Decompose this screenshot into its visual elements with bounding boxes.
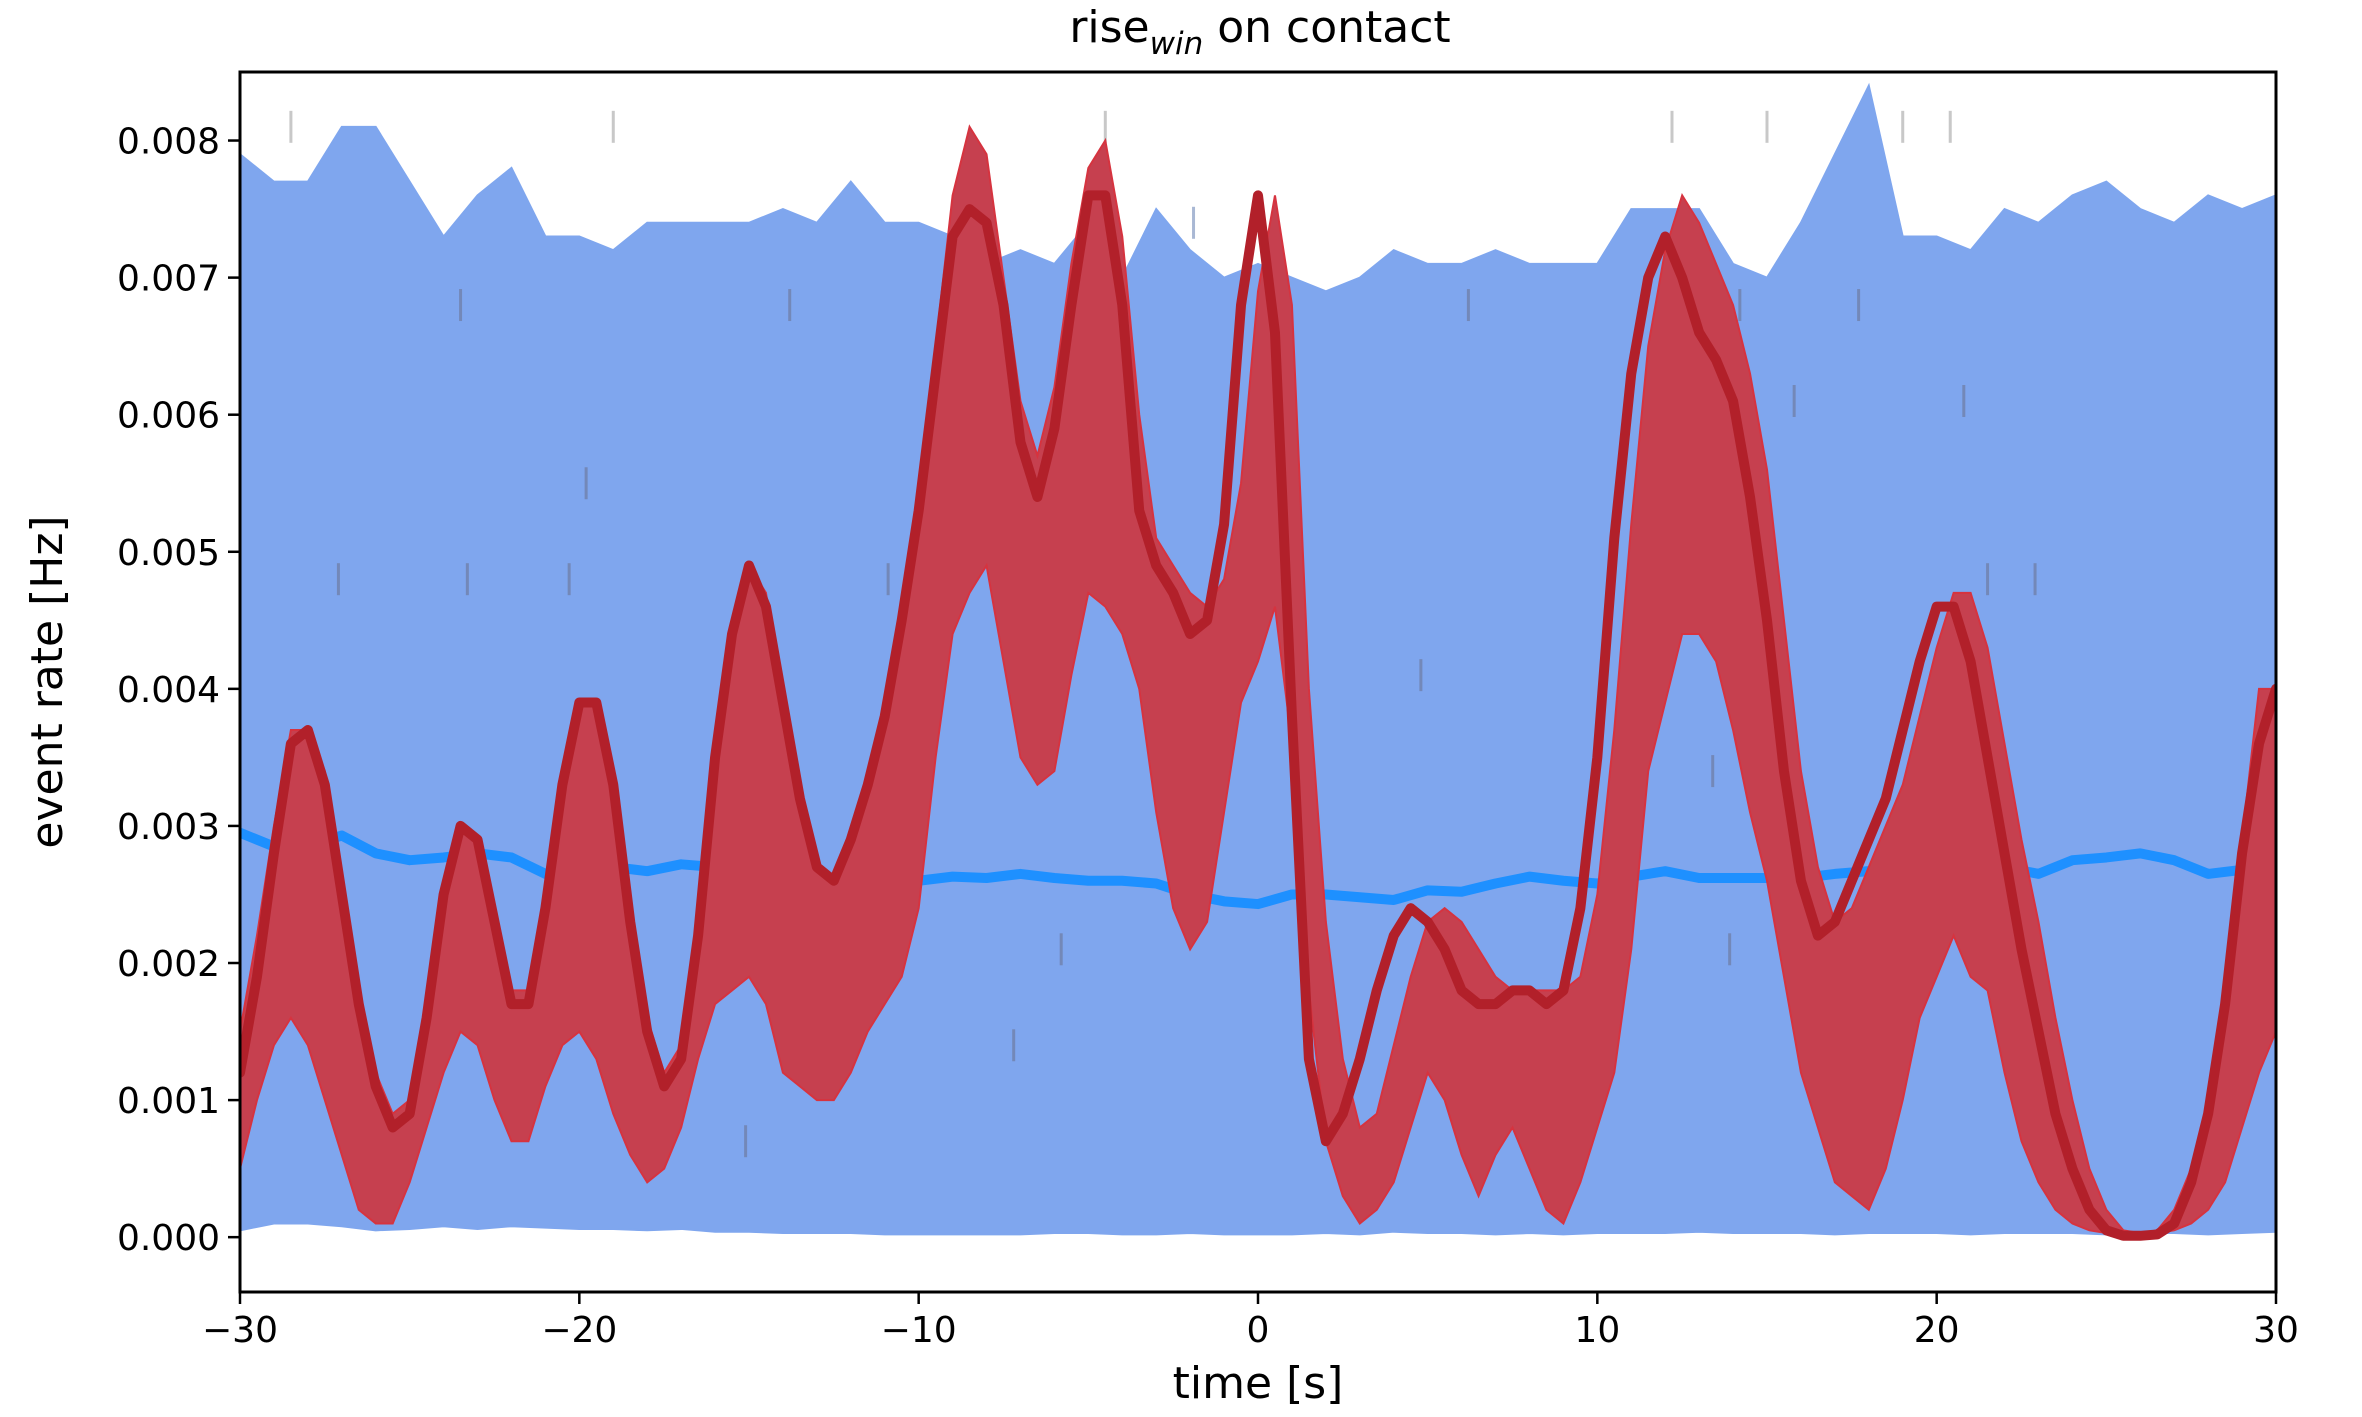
- y-tick-label: 0.008: [117, 122, 220, 163]
- y-tick-label: 0.001: [117, 1081, 220, 1122]
- chart-title-main: rise: [1069, 2, 1149, 53]
- y-tick-label: 0.005: [117, 533, 220, 574]
- y-tick-label: 0.007: [117, 259, 220, 300]
- y-axis-label: event rate [Hz]: [22, 515, 73, 848]
- chart-title-subscript: win: [1150, 26, 1204, 62]
- y-tick-label: 0.003: [117, 807, 220, 848]
- x-tick-label: −10: [881, 1310, 957, 1351]
- y-axis: 0.000 0.001 0.002 0.003 0.004 0.005 0.006 0.007…: [117, 122, 240, 1259]
- x-axis: −30 −20 −10 0 10 20 30: [202, 1292, 2299, 1351]
- y-tick-label: 0.000: [117, 1218, 220, 1259]
- x-tick-label: −20: [541, 1310, 617, 1351]
- x-tick-label: 20: [1914, 1310, 1960, 1351]
- chart-title: risewin on contact: [1069, 2, 1450, 62]
- x-tick-label: 30: [2253, 1310, 2299, 1351]
- x-tick-label: −30: [202, 1310, 278, 1351]
- observed-rate-line: [240, 190, 2276, 1241]
- x-tick-label: 0: [1247, 1310, 1270, 1351]
- x-tick-label: 10: [1574, 1310, 1620, 1351]
- y-tick-label: 0.002: [117, 944, 220, 985]
- y-tick-label: 0.004: [117, 670, 220, 711]
- chart-title-rest: on contact: [1203, 2, 1450, 53]
- y-tick-label: 0.006: [117, 396, 220, 437]
- plot-content: [240, 82, 2276, 1241]
- x-axis-label: time [s]: [1173, 1358, 1344, 1409]
